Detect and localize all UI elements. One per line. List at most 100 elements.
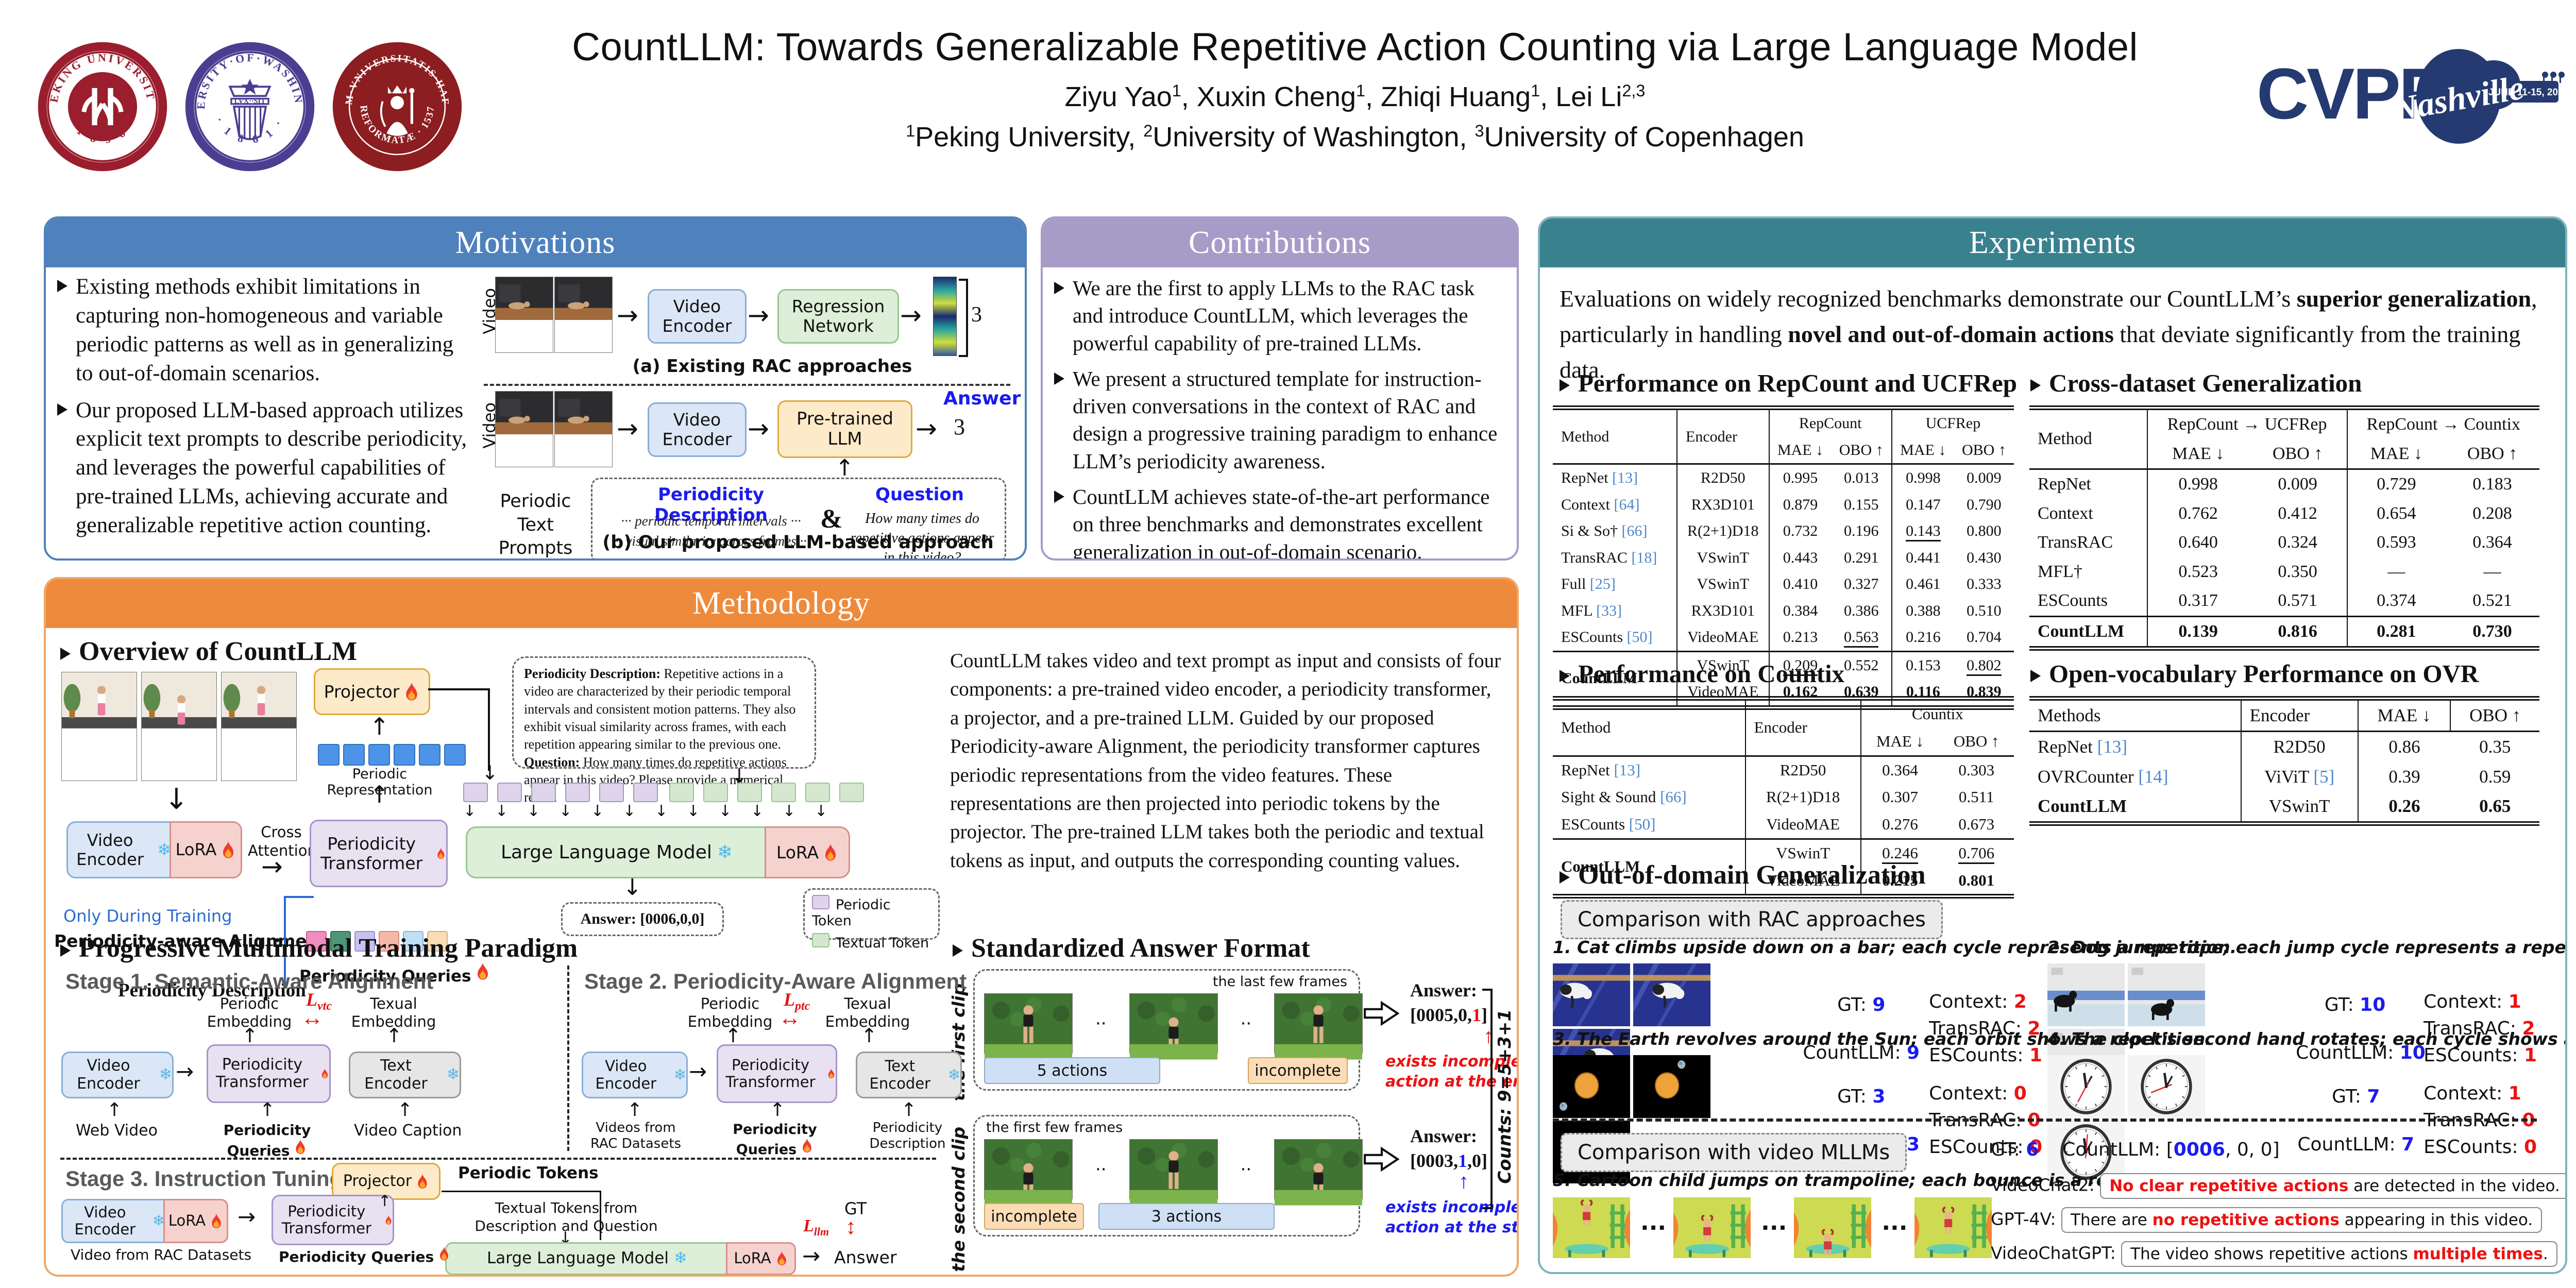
periodic-embedding-label: Periodic Embedding	[207, 995, 292, 1030]
gt-countllm-values: GT: 9 CountLLM: 9	[1803, 994, 1920, 1063]
connector-line	[442, 1191, 601, 1192]
peking-university-seal: PEKING UNIVERSITY1 8 9 8	[31, 30, 169, 173]
count-bracket	[959, 279, 968, 357]
mllm-response-box: No clear repetitive actions are detected…	[2100, 1173, 2565, 1199]
arrow-right-icon: →	[176, 1059, 194, 1084]
arrow-lr-icon: ↔	[301, 1005, 324, 1030]
stage1-queries-label: Periodicity Queries	[223, 1122, 311, 1159]
textual-embedding-label: Texual Embedding	[351, 995, 436, 1030]
mllm-model-label: VideoChat2:	[1991, 1175, 2095, 1195]
mllm-example-caption: 5. Cartoon child jumps on trampoline; ea…	[1553, 1170, 2190, 1190]
second-clip-box: the first few frames ·· ·· incomplete 3 a…	[973, 1115, 1363, 1236]
heading-out-of-domain: Out-of-domain Generalization	[1560, 860, 1926, 890]
bullet-arrow-icon	[1054, 490, 1064, 503]
stage3-projector: Projector	[332, 1163, 440, 1200]
big-arrow-icon	[1363, 1146, 1400, 1173]
mllm-model-label: GPT-4V:	[1991, 1209, 2056, 1229]
video-frame-thumbnail	[1274, 1139, 1363, 1206]
textual-tokens-label: Textual Tokens from Description and Ques…	[474, 1199, 658, 1234]
dashed-divider	[484, 384, 1010, 386]
ellipsis: ··	[1240, 1159, 1252, 1180]
methodology-panel: Methodology Overview of CountLLM ↓ Video…	[44, 577, 1519, 1277]
contributions-bullets: We are the first to apply LLMs to the RA…	[1054, 275, 1501, 558]
video-frame-thumbnail	[495, 277, 553, 353]
periodic-representation-label: Periodic Representation	[327, 766, 433, 798]
example-caption: 3. The Earth revolves around the Sun; ea…	[1553, 1029, 2212, 1049]
mllm-gt-line: GT: 6 CountLLM: [0006, 0, 0]	[1991, 1139, 2280, 1160]
stage3-lora: LoRA	[163, 1199, 228, 1243]
arrow-up-icon: ↑	[397, 1099, 413, 1121]
stage3-video-encoder: Video Encoder ❄	[61, 1199, 166, 1243]
motivations-bullets: Existing methods exhibit limitations in …	[57, 273, 476, 548]
video-encoder-box: Video Encoder ❄	[66, 821, 173, 878]
arrow-up-icon: ↑	[1459, 1170, 1469, 1193]
video-frame-thumbnail	[141, 672, 217, 781]
stage2-text-encoder: Text Encoder ❄	[856, 1052, 962, 1098]
arrow-down-icon: ↓	[482, 761, 498, 784]
arrow-down-icon: ↓	[731, 765, 748, 787]
arrow-right-icon: →	[238, 1204, 256, 1229]
video-frame-thumbnail	[1274, 993, 1363, 1060]
question-title: Question	[875, 484, 964, 505]
arrow-up-icon: ↑	[901, 1099, 917, 1121]
video-frame-thumbnail	[554, 277, 613, 353]
bullet-arrow-icon	[1054, 282, 1064, 294]
mllm-response-row: VideoChatGPT: The video shows repetitive…	[1991, 1241, 2557, 1267]
bullet-item: Our proposed LLM-based approach utilizes…	[57, 396, 476, 540]
arrow-down-icon: ↓	[623, 874, 642, 901]
results-table: Methods Encoder MAE ↓ OBO ↑ RepNet [13] R2D50…	[2029, 696, 2539, 826]
bullet-arrow-icon	[57, 280, 67, 292]
blue-connector	[284, 896, 286, 988]
stage1-video-encoder: Video Encoder ❄	[61, 1052, 174, 1098]
ellipsis: ··	[1240, 1013, 1252, 1034]
contributions-header: Contributions	[1043, 218, 1517, 267]
stage3-llm-lora: LoRA	[726, 1242, 796, 1275]
example-caption: 1. Cat climbs upside down on a bar; each…	[1553, 937, 2237, 957]
ampersand: &	[820, 504, 843, 534]
arrow-up-icon: ↑	[107, 1099, 123, 1121]
answer-output-box: Answer: [0006,0,0]	[561, 902, 724, 936]
gt-countllm-values: GT: 7 CountLLM: 7	[2297, 1086, 2415, 1155]
llm-lora-box: LoRA	[765, 826, 850, 878]
affiliations-line: 1Peking University, 2University of Washi…	[906, 122, 1804, 152]
lora-box: LoRA	[170, 821, 242, 878]
token-legend: Periodic Token Textual Token	[803, 888, 940, 951]
example-caption: 4. The clock's second hand rotates; each…	[2047, 1029, 2565, 1049]
university-of-copenhagen-seal: SIGILLVM·VNIVERSITATIS·HAFNIENSISREFORMA…	[326, 32, 464, 173]
token-row	[463, 783, 873, 805]
arrow-right-icon: →	[617, 300, 638, 330]
periodicity-description-box: Periodicity Description: Repetitive acti…	[512, 656, 816, 805]
answer-value-b: 3	[954, 414, 965, 439]
video-frames-a	[495, 277, 613, 353]
arrow-up-icon: ↑	[369, 713, 389, 740]
svg-text:LVX··SIT: LVX··SIT	[234, 97, 266, 106]
institution-logos: PEKING UNIVERSITY1 8 9 8 UNIVERSITY·OF·W…	[31, 30, 464, 173]
mllm-response-box: There are no repetitive actions appearin…	[2061, 1207, 2543, 1233]
last-frames-note: the last few frames	[1212, 974, 1347, 990]
big-arrow-icon	[1363, 1000, 1400, 1027]
video-frames-b	[495, 391, 613, 467]
arrow-up-icon: ↑	[260, 1099, 276, 1121]
stage1-caption-label: Video Caption	[354, 1122, 462, 1140]
mllm-response-box: The video shows repetitive actions multi…	[2121, 1241, 2557, 1267]
loss-ptc: Lptc	[784, 989, 810, 1013]
example-number: 2.	[2047, 937, 2066, 957]
periodicity-queries-squares	[306, 931, 451, 954]
arrow-up-icon: ↑	[725, 1024, 741, 1047]
dashed-divider	[1553, 1118, 2537, 1122]
motivations-panel: Motivations Existing methods exhibit lim…	[44, 216, 1027, 561]
video-frame-thumbnail	[554, 391, 613, 467]
heading-repcount-ucfrep: Performance on RepCount and UCFRep	[1560, 368, 2017, 398]
stage1-periodicity-transformer: Periodicity Transformer	[207, 1044, 331, 1103]
stage1-source-label: Web Video	[76, 1122, 158, 1140]
counts-label: Counts: 9=5+3+1	[1495, 1009, 1515, 1184]
results-table: Method RepCount → UCFRep RepCount → Counti…	[2029, 405, 2539, 651]
question-text: How many times do repetitive actions app…	[850, 511, 994, 561]
video-frame-thumbnail	[984, 993, 1073, 1060]
bullet-item: We are the first to apply LLMs to the RA…	[1054, 275, 1501, 357]
example-number: 4.	[2047, 1029, 2066, 1049]
stage3-periodicity-transformer: Periodicity Transformer	[272, 1195, 394, 1245]
stage3-title: Stage 3. Instruction Tuning	[65, 1166, 343, 1191]
arrow-right-icon: →	[900, 300, 922, 330]
actions-bar: 3 actions	[1098, 1203, 1275, 1230]
